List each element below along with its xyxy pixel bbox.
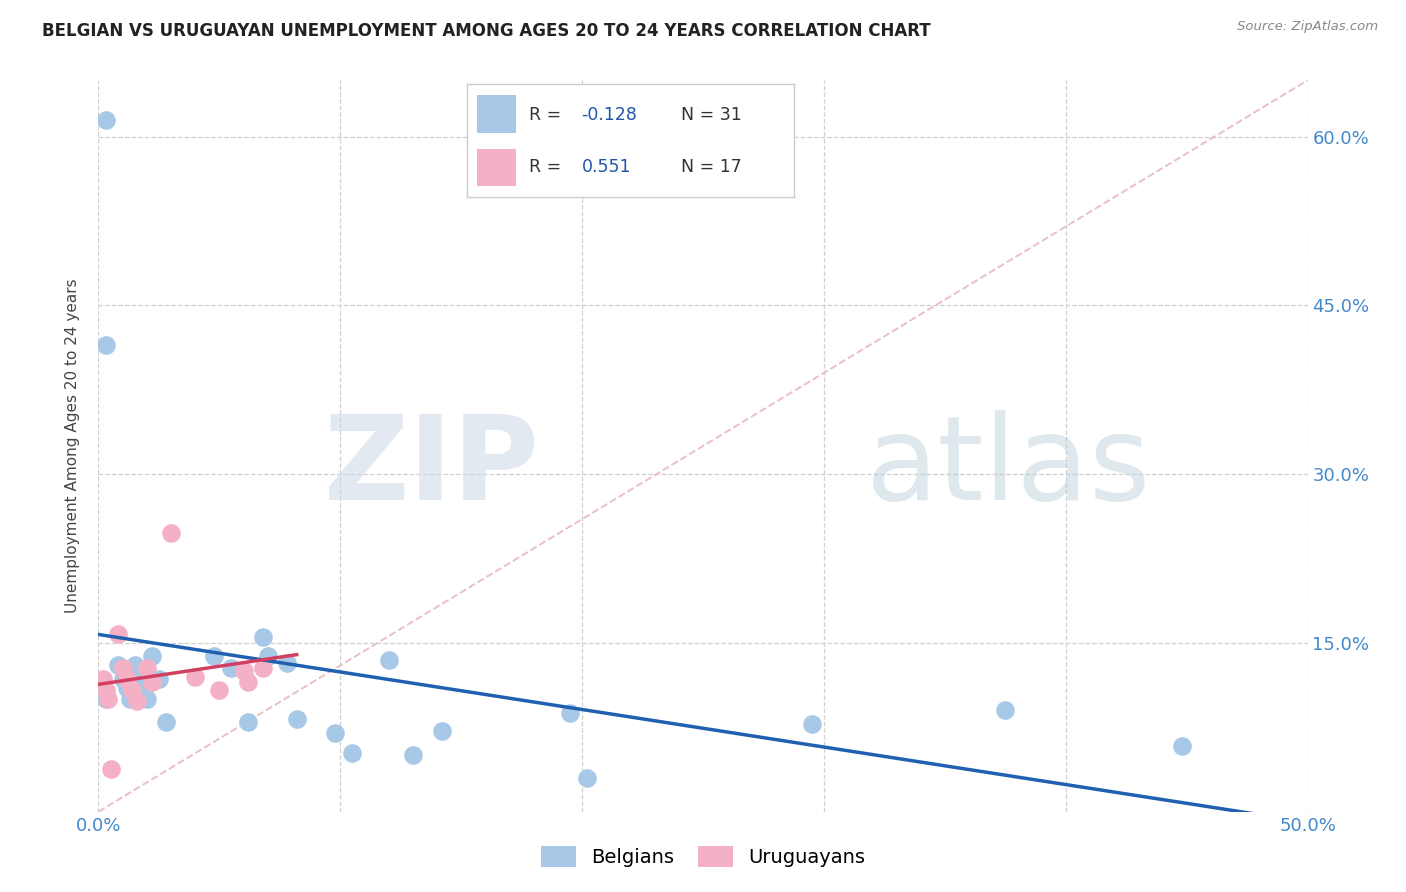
- Point: [208, 683, 231, 698]
- Point: [131, 681, 153, 695]
- Y-axis label: Unemployment Among Ages 20 to 24 years: Unemployment Among Ages 20 to 24 years: [65, 278, 80, 614]
- Point: [575, 771, 598, 785]
- Point: [121, 683, 143, 698]
- Point: [94, 337, 117, 351]
- Point: [107, 627, 129, 641]
- Point: [155, 714, 177, 729]
- Point: [94, 112, 117, 127]
- Point: [91, 672, 114, 686]
- Point: [204, 649, 226, 664]
- Point: [342, 746, 364, 760]
- Point: [100, 762, 122, 776]
- Point: [107, 658, 129, 673]
- Point: [160, 525, 183, 540]
- Point: [377, 653, 399, 667]
- Point: [800, 717, 823, 731]
- Point: [430, 723, 453, 738]
- Point: [558, 706, 581, 720]
- Point: [1171, 739, 1194, 754]
- Point: [117, 681, 139, 695]
- Point: [111, 661, 134, 675]
- Point: [148, 672, 170, 686]
- Point: [117, 672, 139, 686]
- Point: [221, 661, 243, 675]
- Text: Source: ZipAtlas.com: Source: ZipAtlas.com: [1237, 20, 1378, 33]
- Point: [141, 649, 163, 664]
- Point: [256, 649, 278, 664]
- Point: [94, 692, 117, 706]
- Text: BELGIAN VS URUGUAYAN UNEMPLOYMENT AMONG AGES 20 TO 24 YEARS CORRELATION CHART: BELGIAN VS URUGUAYAN UNEMPLOYMENT AMONG …: [42, 22, 931, 40]
- Legend: Belgians, Uruguayans: Belgians, Uruguayans: [533, 838, 873, 875]
- Point: [141, 675, 163, 690]
- Point: [285, 713, 308, 727]
- Point: [252, 661, 274, 675]
- Point: [402, 748, 425, 763]
- Point: [128, 670, 150, 684]
- Point: [127, 694, 149, 708]
- Point: [135, 692, 157, 706]
- Point: [124, 658, 146, 673]
- Point: [97, 692, 120, 706]
- Point: [325, 726, 347, 740]
- Point: [276, 656, 298, 670]
- Point: [252, 630, 274, 644]
- Point: [111, 672, 134, 686]
- Point: [94, 683, 117, 698]
- Text: ZIP: ZIP: [323, 410, 540, 525]
- Point: [184, 670, 207, 684]
- Point: [994, 703, 1017, 717]
- Point: [118, 692, 141, 706]
- Text: atlas: atlas: [866, 410, 1152, 525]
- Point: [232, 664, 254, 678]
- Point: [238, 714, 260, 729]
- Point: [238, 675, 260, 690]
- Point: [135, 661, 157, 675]
